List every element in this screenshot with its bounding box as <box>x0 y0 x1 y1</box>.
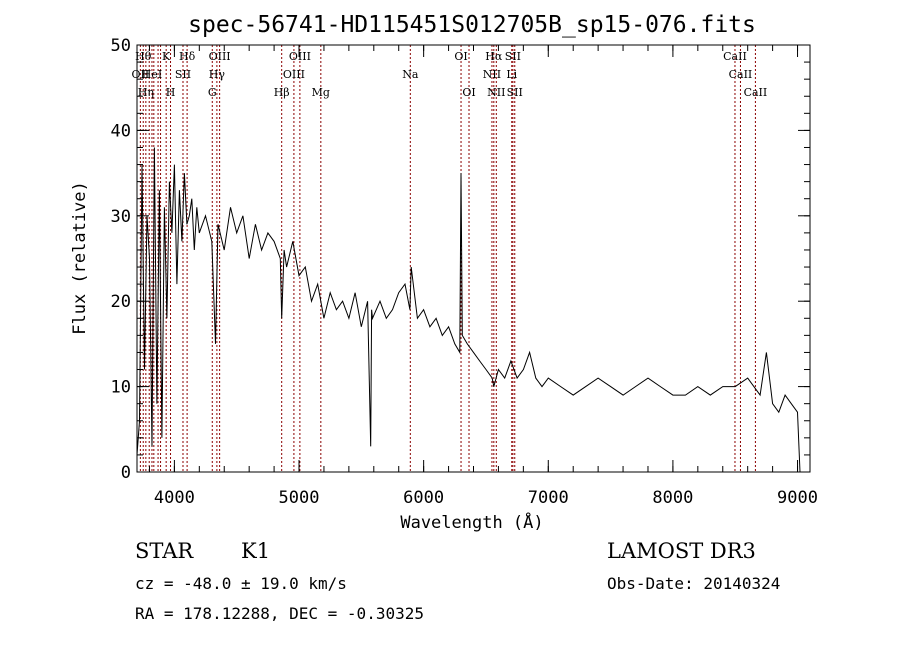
y-tick-label: 20 <box>111 292 131 312</box>
spectral-line-label: Mg <box>312 86 330 99</box>
x-axis-label: Wavelength (Å) <box>400 511 543 533</box>
spectral-line-label: OI <box>462 86 475 99</box>
chart-title: spec-56741-HD115451S012705B_sp15-076.fit… <box>188 12 756 38</box>
spectral-line-label: OIII <box>209 50 231 63</box>
spectral-line-label: Li <box>506 68 517 81</box>
spectral-line-label: SII <box>505 50 521 63</box>
x-tick-label: 4000 <box>154 488 195 508</box>
spectral-line-label: Hγ <box>209 68 226 81</box>
spectral-line-label: OIII <box>283 68 305 81</box>
plot-frame <box>136 44 811 473</box>
x-axis-ticks: 4000 5000 6000 7000 8000 9000 <box>148 45 818 508</box>
y-tick-label: 0 <box>121 463 131 483</box>
y-tick-label: 10 <box>111 378 131 398</box>
spectral-line-label: Hθ <box>135 50 152 63</box>
spectral-line-label: Hη <box>138 86 154 99</box>
spectral-line-label: CaII <box>723 50 747 63</box>
spectral-line-label: Hα <box>485 50 503 63</box>
y-tick-label: 30 <box>111 207 131 227</box>
x-tick-label: 8000 <box>652 488 693 508</box>
x-tick-label: 7000 <box>528 488 569 508</box>
y-axis-label: Flux (relative) <box>70 181 90 335</box>
spectral-line-markers <box>139 45 756 472</box>
x-tick-label: 6000 <box>403 488 444 508</box>
spectral-line-label: CaII <box>744 86 768 99</box>
spectral-line-label: SII <box>507 86 523 99</box>
spectral-line-label: K <box>162 50 171 63</box>
survey-name: LAMOST DR3 <box>607 539 756 563</box>
spectral-line-label: OIII <box>289 50 311 63</box>
ra-dec: RA = 178.12288, DEC = -0.30325 <box>135 604 424 623</box>
y-axis-ticks: 0 10 20 30 40 50 <box>111 36 810 483</box>
spectral-line-label: OI <box>454 50 467 63</box>
spectral-line-label: H <box>166 86 176 99</box>
spectral-line-label: NII <box>487 86 505 99</box>
object-subclass: K1 <box>241 539 270 563</box>
x-tick-label: 5000 <box>279 488 320 508</box>
y-tick-label: 50 <box>111 36 131 56</box>
spectral-line-label: NII <box>483 68 501 81</box>
spectral-line-label: Hδ <box>179 50 196 63</box>
spectral-line-label: G <box>208 86 217 99</box>
redshift-velocity: cz = -48.0 ± 19.0 km/s <box>135 574 347 593</box>
spectrum-line <box>136 147 801 473</box>
spectral-line-label: HeI <box>142 68 162 81</box>
x-tick-label: 9000 <box>777 488 818 508</box>
spectral-line-label: Hβ <box>274 86 290 99</box>
y-tick-label: 40 <box>111 121 131 141</box>
observation-date: Obs-Date: 20140324 <box>607 574 780 593</box>
spectral-line-label: SII <box>175 68 191 81</box>
spectral-line-label: Na <box>402 68 419 81</box>
spectral-line-label: CaII <box>729 68 753 81</box>
object-class: STAR <box>135 539 194 563</box>
spectral-line-label: OII <box>132 68 150 81</box>
